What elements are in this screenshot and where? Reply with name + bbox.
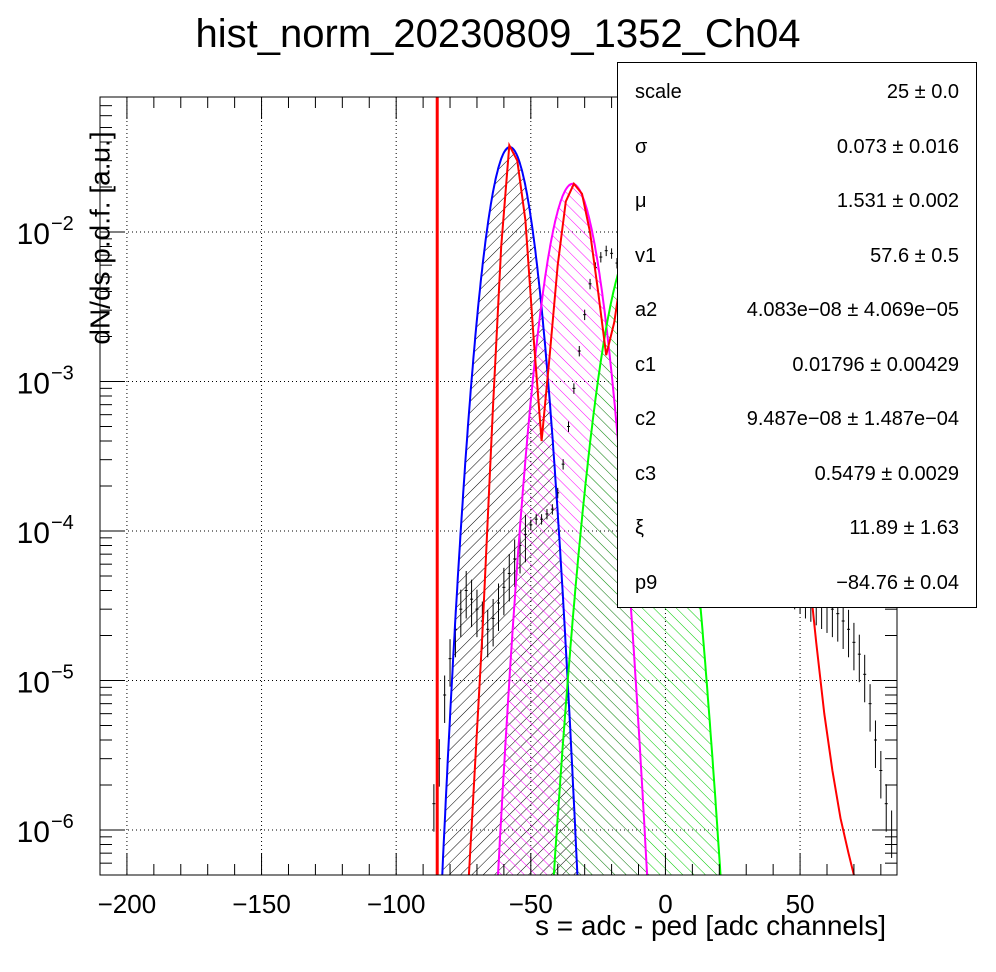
y-tick-exponent: −4 xyxy=(51,512,74,534)
y-tick-label: 10 xyxy=(17,667,50,700)
stat-value: 9.487e−08 ± 1.487e−04 xyxy=(746,408,959,430)
y-tick-exponent: −6 xyxy=(51,811,74,833)
x-tick-label: −100 xyxy=(367,889,426,919)
y-tick-exponent: −3 xyxy=(51,363,74,385)
x-tick-label: −150 xyxy=(232,889,291,919)
fit-curves xyxy=(435,97,855,875)
stat-row: a2 4.083e−08 ± 4.069e−05 xyxy=(618,293,976,333)
stat-row: μ 1.531 ± 0.002 xyxy=(618,184,976,224)
stat-value: −84.76 ± 0.04 xyxy=(836,571,959,594)
stat-row: ξ 11.89 ± 1.63 xyxy=(618,511,976,551)
x-axis-label: s = adc - ped [adc channels] xyxy=(535,910,886,941)
stat-name: v1 xyxy=(635,244,657,267)
stat-name: c3 xyxy=(635,462,657,485)
stat-value: 1.531 ± 0.002 xyxy=(836,190,959,212)
stat-row: c3 0.5479 ± 0.0029 xyxy=(618,457,976,497)
stat-value: 11.89 ± 1.63 xyxy=(849,517,959,539)
y-tick-exponent: −5 xyxy=(51,662,74,684)
stat-row: p9 −84.76 ± 0.04 xyxy=(618,566,976,606)
y-tick-label: 10 xyxy=(17,368,50,401)
stat-name: σ xyxy=(635,135,648,158)
stat-value: 57.6 ± 0.5 xyxy=(870,244,959,267)
stat-name: ξ xyxy=(635,517,644,539)
component-curve-1pe xyxy=(496,182,649,875)
stat-name: scale xyxy=(635,81,682,103)
stat-row: σ 0.073 ± 0.016 xyxy=(618,130,976,170)
stat-value: 25 ± 0.0 xyxy=(886,81,959,103)
x-tick-label: −50 xyxy=(509,889,553,919)
x-tick-label: 50 xyxy=(786,889,815,919)
stat-value: 0.073 ± 0.016 xyxy=(836,135,959,158)
y-tick-exponent: −2 xyxy=(51,213,74,235)
stat-name: p9 xyxy=(635,571,658,594)
stat-row: c2 9.487e−08 ± 1.487e−04 xyxy=(618,402,976,442)
y-tick-label: 10 xyxy=(17,816,50,849)
stat-name: c2 xyxy=(635,408,657,430)
stat-name: μ xyxy=(635,190,647,212)
stat-name: c1 xyxy=(635,353,657,376)
y-tick-label: 10 xyxy=(17,517,50,550)
x-tick-label: −200 xyxy=(98,889,157,919)
stat-row: scale 25 ± 0.0 xyxy=(618,75,976,115)
chart-title: hist_norm_20230809_1352_Ch04 xyxy=(195,12,801,56)
fit-stats-box: scale 25 ± 0.0 σ 0.073 ± 0.016 μ 1.531 ± 0.00… xyxy=(617,62,977,608)
stat-name: a2 xyxy=(635,299,658,321)
x-tick-label: 0 xyxy=(658,889,672,919)
y-axis-label: dN/ds p.d.f. [a.u.] xyxy=(84,131,116,345)
stat-value: 0.01796 ± 0.00429 xyxy=(792,353,959,376)
y-tick-label: 10 xyxy=(17,218,50,251)
stat-value: 4.083e−08 ± 4.069e−05 xyxy=(746,299,959,321)
stat-row: c1 0.01796 ± 0.00429 xyxy=(618,348,976,388)
stat-row: v1 57.6 ± 0.5 xyxy=(618,239,976,279)
stat-value: 0.5479 ± 0.0029 xyxy=(814,462,959,485)
